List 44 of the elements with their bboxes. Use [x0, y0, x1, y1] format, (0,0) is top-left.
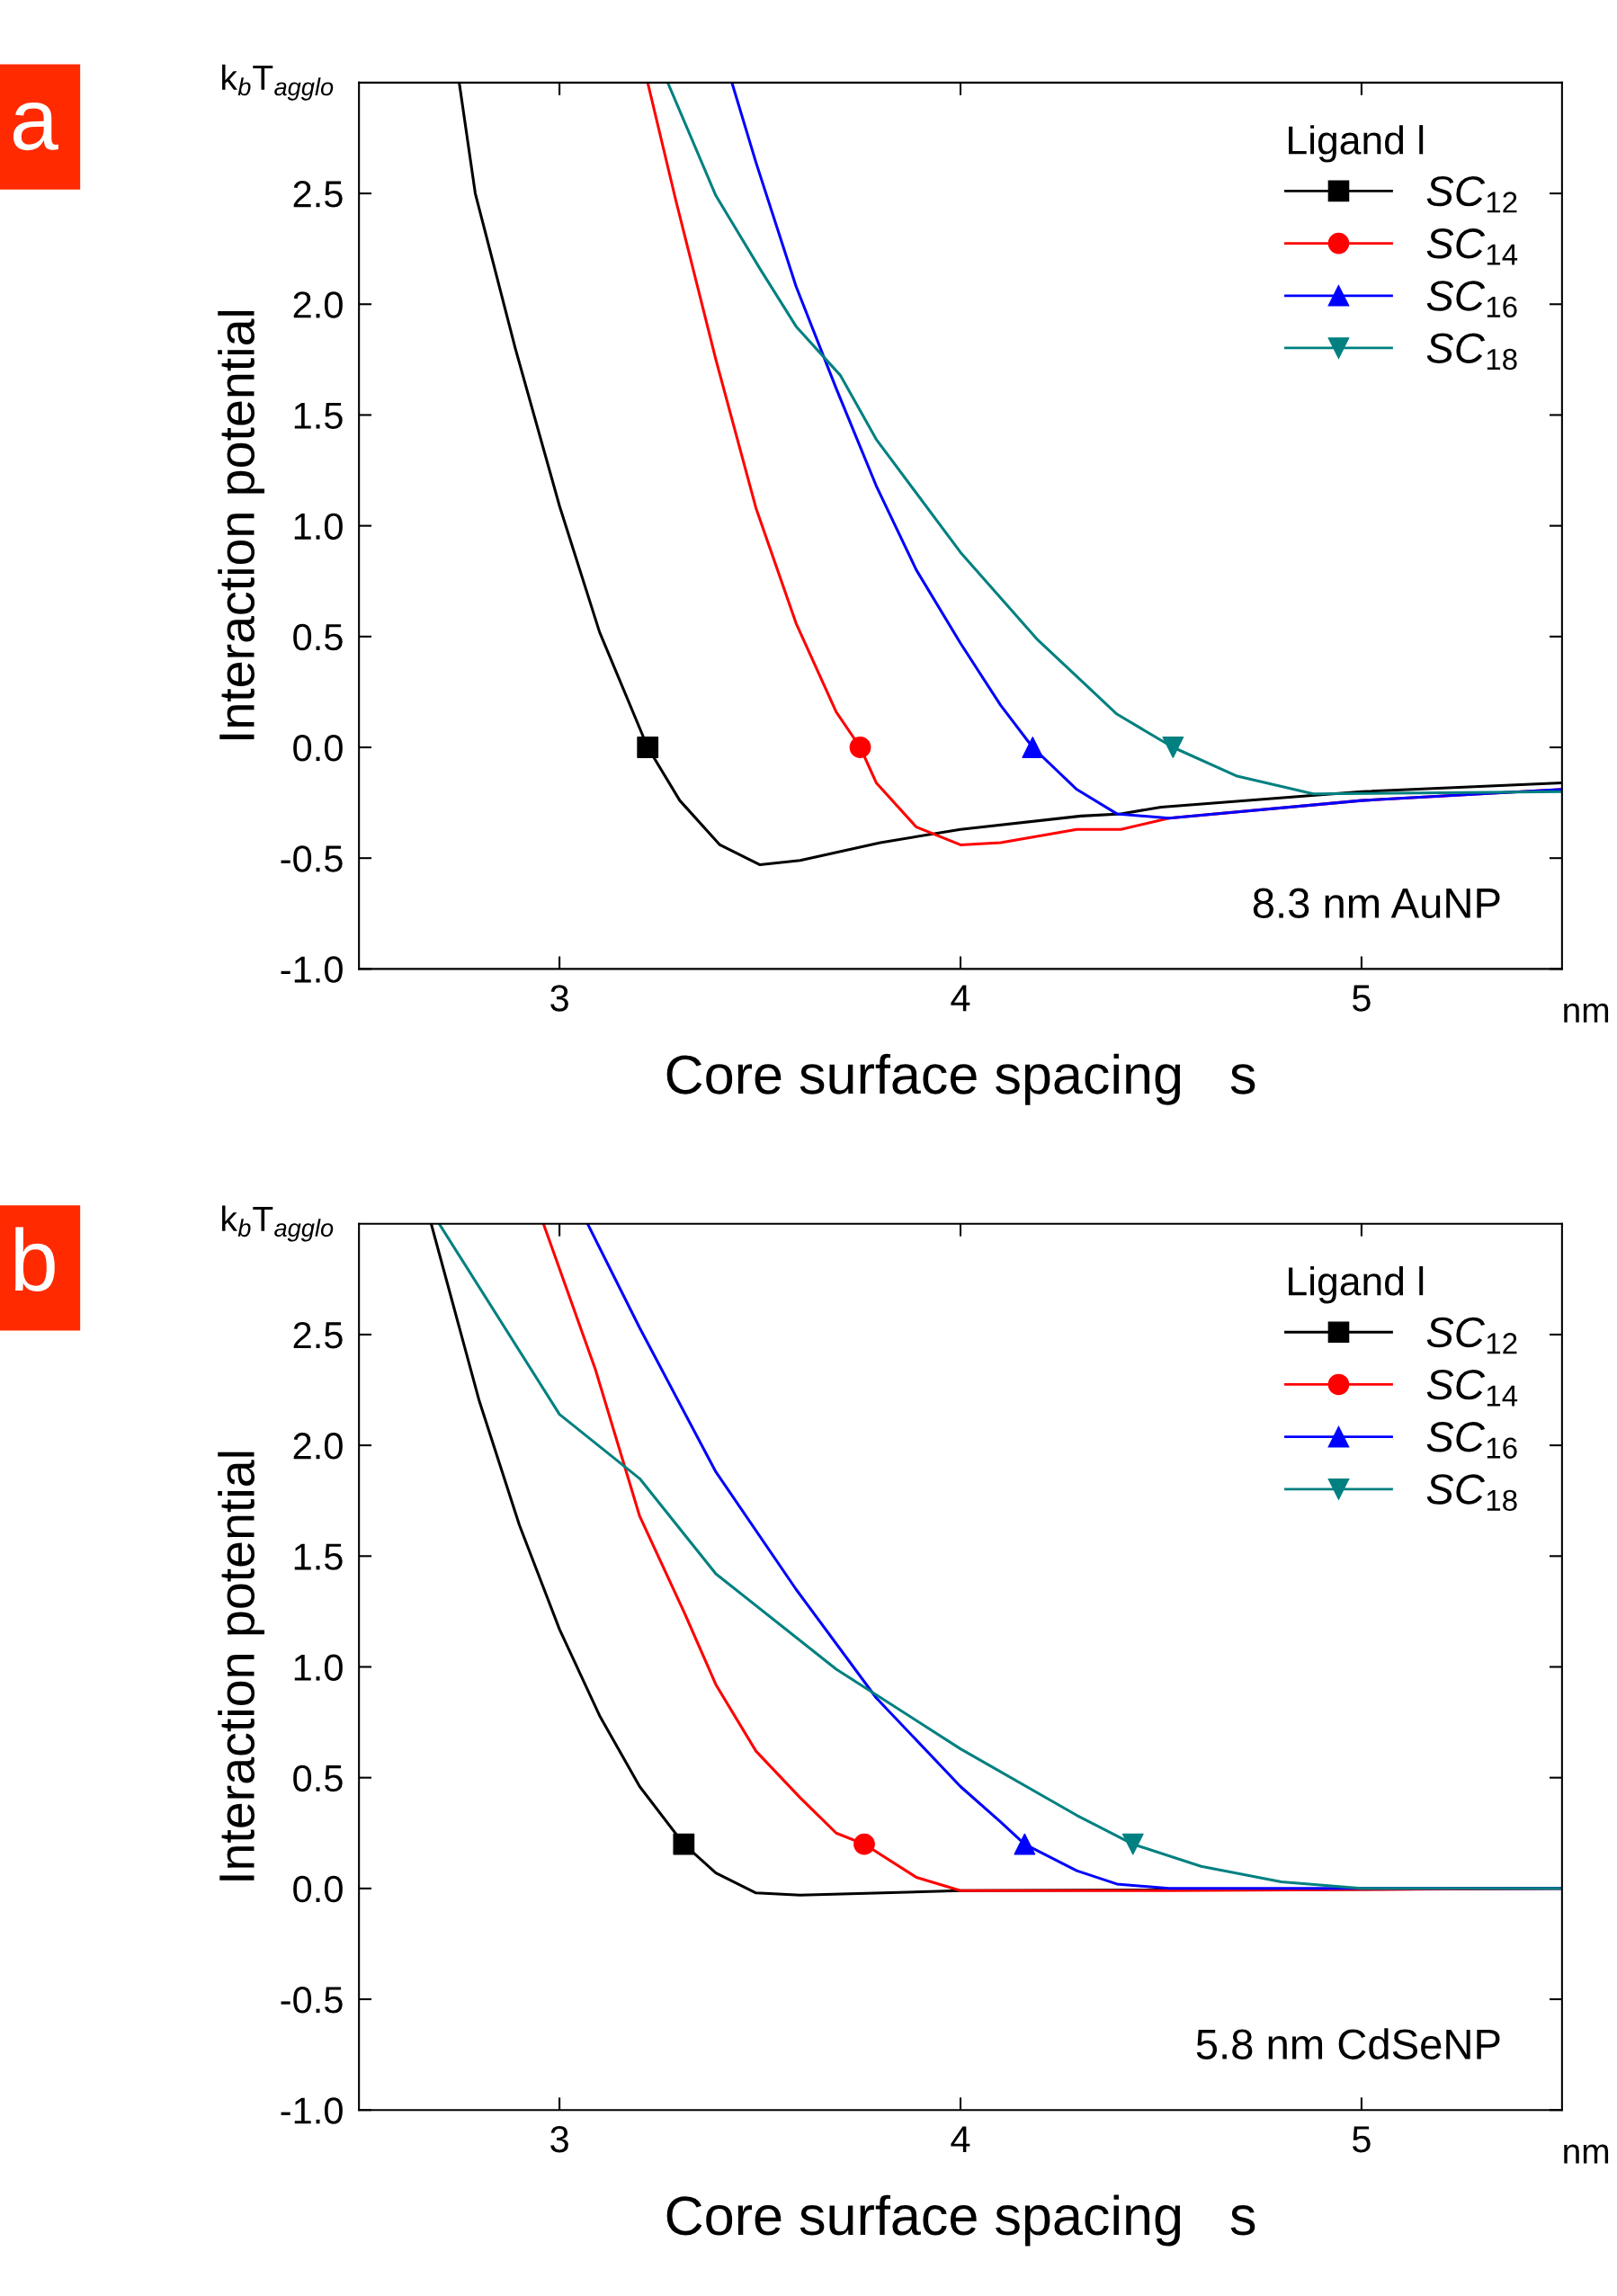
x-axis-title: Core surface spacing s: [666, 1053, 1255, 1105]
legend-label: SC$_{12}$: [1426, 175, 1517, 213]
legend-title: Ligand l: [1289, 125, 1424, 163]
y-tick-label: 0.5: [293, 1764, 343, 1792]
x-tick-label: 3: [550, 2125, 568, 2153]
text: k$_{b}$T$_{agglo}$: [222, 64, 334, 101]
y-tick-label: 0.5: [293, 623, 343, 651]
y-tick-label: 2.5: [293, 181, 343, 208]
text: nm: [1564, 2144, 1609, 2164]
y-tick-label: -1.0: [281, 956, 343, 983]
y-axis-title: Interaction potential: [218, 310, 265, 739]
x-tick-label: 4: [951, 985, 970, 1012]
y-tick-label: 2.0: [293, 291, 343, 318]
legend-label: SC$_{14}$: [1426, 1369, 1518, 1407]
y-tick-label: 0.0: [293, 1875, 343, 1903]
legend-label: SC$_{16}$: [1426, 1422, 1517, 1459]
text: b: [15, 1227, 55, 1291]
legend-title: Ligand l: [1289, 1265, 1424, 1304]
y-tick-label: 1.0: [294, 1654, 343, 1681]
y-tick-label: 0.0: [293, 735, 343, 762]
y-tick-label: 2.5: [293, 1321, 343, 1349]
y-tick-label: 1.0: [294, 513, 343, 540]
legend-label: SC$_{14}$: [1426, 228, 1518, 265]
annotation: 5.8 nm CdSeNP: [1196, 2028, 1500, 2059]
y-tick-label: 2.0: [293, 1433, 343, 1460]
x-tick-label: 4: [951, 2126, 970, 2153]
y-tick-label: -0.5: [281, 1987, 343, 2014]
x-axis-title: Core surface spacing s: [666, 2194, 1255, 2247]
x-tick-label: 3: [550, 985, 568, 1012]
legend-label: SC$_{18}$: [1426, 333, 1517, 371]
legend-label: SC$_{16}$: [1426, 281, 1517, 318]
legend-label: SC$_{18}$: [1426, 1474, 1517, 1512]
text: nm: [1564, 1003, 1609, 1023]
legend-label: SC$_{12}$: [1426, 1317, 1517, 1354]
x-tick-label: 5: [1353, 2126, 1371, 2153]
text: k$_{b}$T$_{agglo}$: [222, 1205, 334, 1242]
annotation: 8.3 nm AuNP: [1253, 888, 1500, 919]
text: a: [13, 102, 58, 151]
y-tick-label: -0.5: [281, 845, 343, 872]
y-tick-label: -1.0: [281, 2097, 343, 2124]
y-tick-label: 1.5: [294, 1543, 343, 1570]
x-tick-label: 5: [1353, 985, 1371, 1012]
y-axis-title: Interaction potential: [218, 1452, 265, 1881]
y-tick-label: 1.5: [294, 402, 343, 429]
